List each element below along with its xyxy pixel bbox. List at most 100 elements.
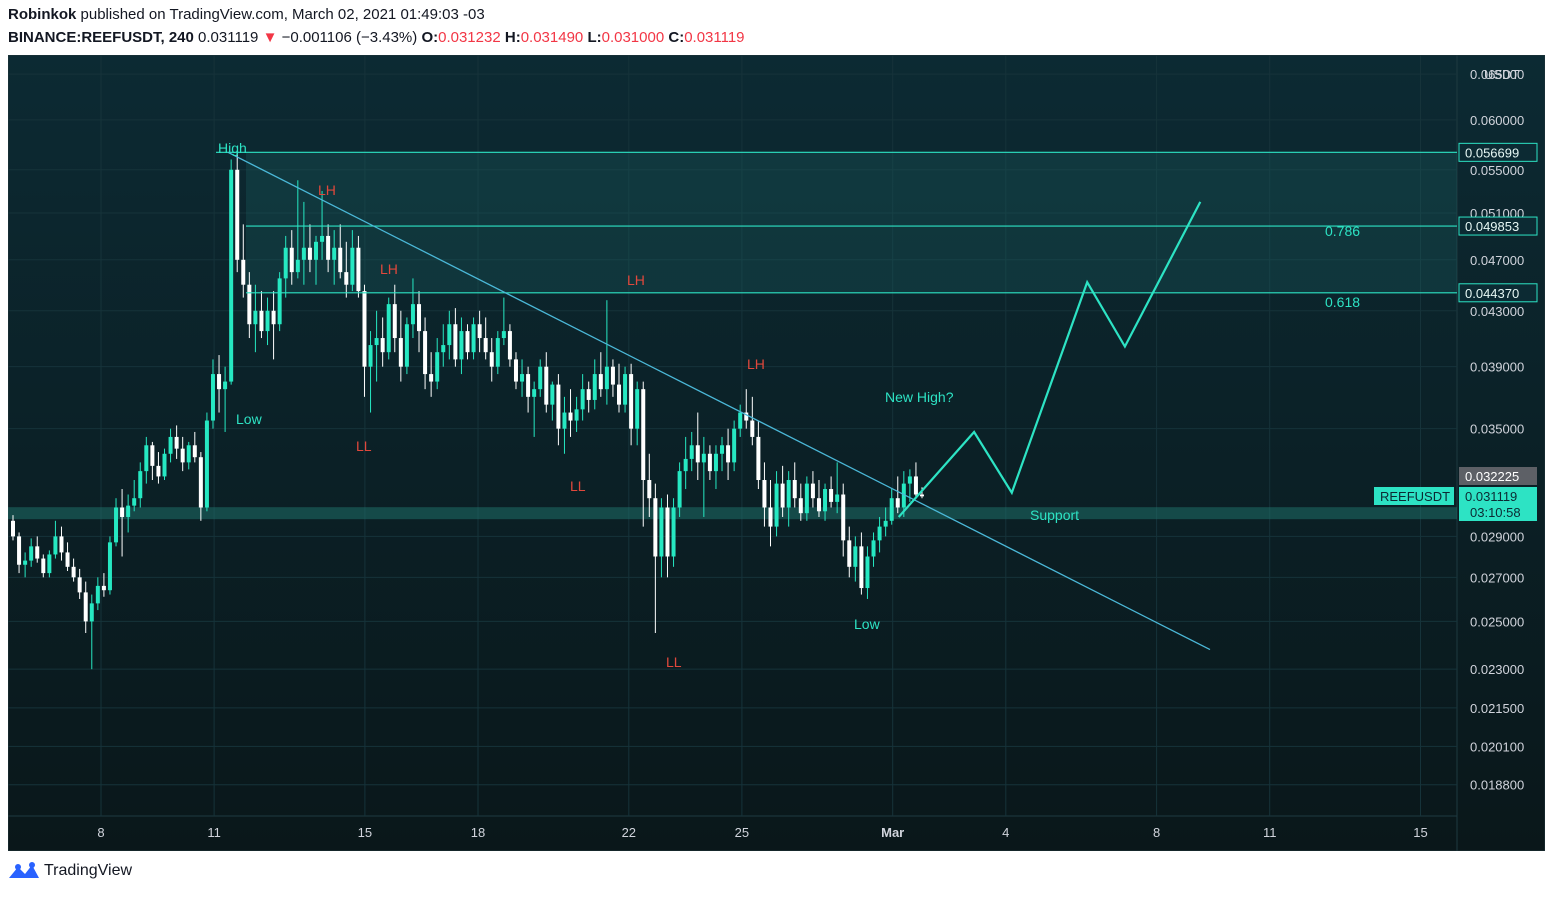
candle-body <box>356 247 361 292</box>
candle-body <box>350 247 355 285</box>
candle-body <box>604 366 609 390</box>
tradingview-logo-icon <box>9 862 39 878</box>
candle-body <box>47 554 52 574</box>
candle-body <box>823 489 828 512</box>
candle-body <box>332 247 337 260</box>
last-price-label: 0.031119 <box>1465 489 1517 504</box>
candle-body <box>756 436 761 481</box>
candle-body <box>592 374 597 400</box>
candle-body <box>107 542 112 591</box>
price-tick-label: 0.047000 <box>1470 253 1524 268</box>
candle-body <box>786 480 791 508</box>
annotation-label: LL <box>666 654 682 670</box>
price-tick-label: 0.029000 <box>1470 529 1524 544</box>
candle-body <box>501 331 506 339</box>
open-label: O: <box>421 29 439 46</box>
candle-body <box>489 352 494 367</box>
candle-body <box>810 483 815 499</box>
candle-body <box>895 498 900 508</box>
candle-body <box>562 412 567 429</box>
price-chart[interactable]: High Low LH LH LL LH LL LH LL Low New High? Support… <box>8 55 1545 851</box>
candle-body <box>314 241 318 260</box>
level-badge-label: 0.056699 <box>1465 145 1519 160</box>
candle-body <box>671 507 676 557</box>
candle-body <box>738 412 743 429</box>
down-arrow-icon: ▼ <box>262 29 278 46</box>
candle-body <box>83 592 88 622</box>
candle-body <box>695 445 700 463</box>
candle-body <box>392 304 397 339</box>
candle-body <box>847 540 852 567</box>
candle-body <box>653 498 658 557</box>
time-tick-label: 25 <box>735 825 749 840</box>
candle-body <box>362 291 367 367</box>
candle-body <box>816 498 821 512</box>
candle-body <box>204 420 209 508</box>
candle-body <box>144 445 149 472</box>
candles <box>11 152 924 670</box>
candle-body <box>865 556 870 589</box>
symbol-badge <box>1374 487 1454 506</box>
candle-body <box>132 498 137 506</box>
candle-body <box>138 471 143 499</box>
candle-body <box>659 507 664 557</box>
time-tick-label: 11 <box>207 825 221 840</box>
symbol-badge-label: REEFUSDT <box>1380 489 1450 504</box>
candle-body <box>598 374 603 390</box>
candle-body <box>713 453 718 472</box>
price-tick-label: 0.027000 <box>1470 570 1524 585</box>
candle-body <box>841 494 846 541</box>
level-badge <box>1458 216 1538 236</box>
candle-body <box>883 520 888 527</box>
candle-body <box>71 566 76 578</box>
candle-body <box>398 338 403 367</box>
candle-body <box>677 471 682 508</box>
candle-body <box>744 412 749 421</box>
fib-786-label: 0.786 <box>1325 223 1360 239</box>
annotation-label: LL <box>570 478 586 494</box>
candle-body <box>471 324 476 353</box>
downtrend-line <box>227 151 1211 651</box>
candle-body <box>307 247 312 260</box>
candle-body <box>241 259 246 285</box>
high-value: 0.031490 <box>520 29 584 46</box>
close-value: 0.031119 <box>684 29 745 46</box>
price-tick-label: 0.065000 <box>1470 67 1524 82</box>
candle-body <box>732 428 737 463</box>
candle-body <box>435 352 440 382</box>
candle-body <box>259 310 264 332</box>
candle-body <box>417 304 422 332</box>
candle-body <box>114 507 119 543</box>
candle-body <box>804 483 809 514</box>
candle-body <box>689 445 694 459</box>
candle-body <box>544 366 549 405</box>
candle-body <box>768 507 773 527</box>
candle-body <box>889 498 894 521</box>
candle-body <box>513 359 518 382</box>
candle-body <box>186 445 191 463</box>
fib-zone-fill <box>246 152 1457 293</box>
footer-brand: TradingView <box>44 862 133 879</box>
low-value: 0.031000 <box>601 29 665 46</box>
price-tick-label: 0.039000 <box>1470 360 1524 375</box>
candle-body <box>495 338 500 367</box>
candle-body <box>223 381 228 390</box>
candle-body <box>41 558 46 574</box>
open-value: 0.031232 <box>438 29 501 46</box>
price-tick-label: 0.021500 <box>1470 701 1524 716</box>
projection-path <box>897 201 1202 518</box>
candle-body <box>283 247 288 279</box>
candle-body <box>235 169 240 260</box>
candle-body <box>410 304 415 325</box>
candle-body <box>17 536 22 565</box>
time-tick-label: 8 <box>97 825 104 840</box>
candle-body <box>89 603 94 622</box>
candle-body <box>59 536 64 553</box>
candle-body <box>610 366 615 385</box>
candle-body <box>520 374 525 382</box>
symbol-label: BINANCE:REEFUSDT, 240 <box>8 29 194 46</box>
price-tick-label: 0.060000 <box>1470 113 1524 128</box>
countdown-label: 03:10:58 <box>1470 505 1521 520</box>
annotation-label: LH <box>380 261 398 277</box>
time-tick-label: Mar <box>881 825 904 840</box>
